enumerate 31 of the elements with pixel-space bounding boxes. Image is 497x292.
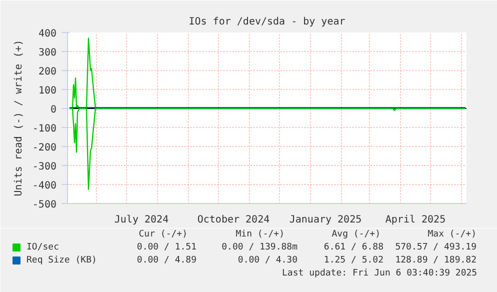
y-axis-title: Units read (-) / write (+) xyxy=(13,40,24,196)
text: Max (-/+) xyxy=(428,230,477,240)
legend-label: Req Size (KB) xyxy=(26,256,97,266)
y-tick-label: 0 xyxy=(50,104,57,116)
y-tick-label: -500 xyxy=(32,200,57,210)
text: Cur (-/+) xyxy=(138,230,188,240)
x-tick-label: July 2024 xyxy=(114,214,169,226)
text: Avg (-/+) xyxy=(332,230,381,240)
y-tick-label: -200 xyxy=(32,142,57,154)
text: 1.25 / 5.02 xyxy=(324,256,384,266)
text: 0.00 / 1.51 xyxy=(136,242,197,252)
text: 0.00 / 139.88m xyxy=(222,242,298,252)
text: Min (-/+) xyxy=(236,230,285,240)
text: 0.00 / 4.30 xyxy=(238,256,298,266)
text: Last update: Fri Jun 6 03:40:39 2025 xyxy=(282,268,478,278)
y-tick-label: 300 xyxy=(38,48,56,58)
x-tick-label: October 2024 xyxy=(197,214,270,226)
y-tick-label: 100 xyxy=(38,86,56,96)
y-tick-label: -400 xyxy=(32,180,57,192)
text: 570.57 / 493.19 xyxy=(395,242,477,252)
y-tick-label: 200 xyxy=(38,66,56,78)
x-tick-label: January 2025 xyxy=(289,214,362,226)
text: 128.89 / 189.82 xyxy=(395,256,477,266)
legend-label: IO/sec xyxy=(26,242,60,252)
y-tick-label: -100 xyxy=(32,124,57,134)
text: 0.00 / 4.89 xyxy=(136,256,197,266)
y-tick-label: -300 xyxy=(32,162,57,172)
text: 6.61 / 6.88 xyxy=(324,242,384,252)
chart-title: IOs for /dev/sda - by year xyxy=(188,16,346,28)
x-tick-label: April 2025 xyxy=(385,214,446,226)
y-tick-label: 400 xyxy=(38,28,56,40)
